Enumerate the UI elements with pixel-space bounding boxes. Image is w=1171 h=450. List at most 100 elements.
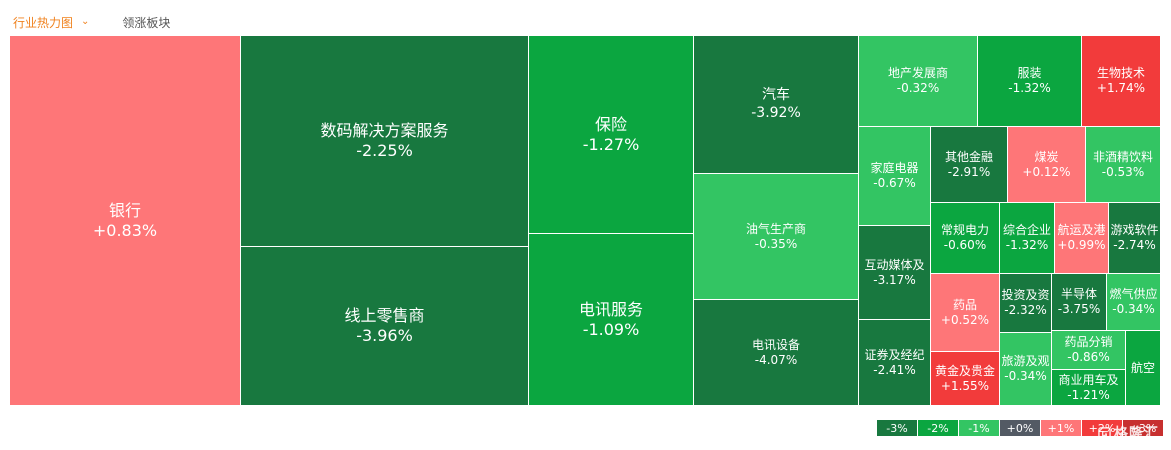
sector-name: 生物技术 <box>1096 66 1145 80</box>
sector-tile[interactable]: 航运及港 +0.99% <box>1055 203 1108 273</box>
legend-item: -3% <box>877 420 917 436</box>
sector-tile[interactable]: 银行 +0.83% <box>10 36 240 405</box>
sector-tile[interactable]: 综合企业 -1.32% <box>1000 203 1054 273</box>
sector-name: 非酒精饮料 <box>1092 149 1153 164</box>
sector-change: -2.25% <box>356 141 413 160</box>
legend-item: +3% <box>1123 420 1163 436</box>
sector-tile[interactable]: 药品 +0.52% <box>931 274 999 351</box>
sector-change: +1.55% <box>940 378 990 393</box>
sector-name: 黄金及贵金 <box>934 363 995 378</box>
sector-tile[interactable]: 数码解决方案服务 -2.25% <box>241 36 528 246</box>
sector-tile[interactable]: 商业用车及 -1.21% <box>1052 370 1125 405</box>
sector-tile[interactable]: 生物技术 +1.74% <box>1082 36 1160 126</box>
sector-tile[interactable]: 药品分销 -0.86% <box>1052 331 1125 369</box>
sector-name: 药品分销 <box>1064 335 1113 349</box>
sector-change: -2.91% <box>947 164 991 179</box>
sector-name: 线上零售商 <box>344 306 425 325</box>
sector-name: 保险 <box>594 114 627 134</box>
sector-name: 药品 <box>952 297 977 312</box>
sector-change: -1.09% <box>582 319 640 339</box>
sector-tile[interactable]: 游戏软件 -2.74% <box>1109 203 1160 273</box>
legend-item: +0% <box>1000 420 1040 436</box>
sector-tile[interactable]: 电讯服务 -1.09% <box>529 234 693 405</box>
sector-tile[interactable]: 家庭电器 -0.67% <box>859 127 930 225</box>
sector-change: -3.96% <box>356 326 413 345</box>
sector-name: 综合企业 <box>1002 223 1051 237</box>
sector-name: 汽车 <box>762 87 790 103</box>
sector-name: 油气生产商 <box>745 221 806 236</box>
sector-change: -2.41% <box>873 362 916 377</box>
sector-change: -0.35% <box>754 236 798 251</box>
sector-change: +0.83% <box>92 220 158 240</box>
sector-name: 家庭电器 <box>870 161 919 175</box>
sector-tile[interactable]: 油气生产商 -0.35% <box>694 174 858 299</box>
sector-change: -1.27% <box>582 134 640 154</box>
legend-item: -1% <box>959 420 999 436</box>
sector-name: 服装 <box>1017 66 1042 80</box>
sector-change: +0.99% <box>1057 238 1106 252</box>
sector-name: 航空 <box>1130 360 1155 375</box>
tab-industry-heatmap-label: 行业热力图 <box>13 15 74 30</box>
sector-change: -3.17% <box>873 272 916 287</box>
sector-change: -2.74% <box>1113 238 1156 252</box>
sector-name: 其他金融 <box>944 149 993 164</box>
sector-change: -3.75% <box>1057 302 1101 316</box>
view-tabs: 行业热力图 ⌄ 领涨板块 <box>13 13 170 31</box>
sector-name: 商业用车及 <box>1058 372 1119 387</box>
tab-leading-sectors[interactable]: 领涨板块 <box>122 14 170 31</box>
sector-change: +1.74% <box>1096 81 1146 95</box>
sector-name: 电讯设备 <box>751 337 800 352</box>
sector-change: -1.21% <box>1067 387 1110 402</box>
sector-name: 电讯服务 <box>578 299 643 319</box>
legend-item: -2% <box>918 420 958 436</box>
sector-change: -1.32% <box>1008 81 1051 95</box>
sector-change: -0.60% <box>943 238 987 252</box>
sector-change: -0.32% <box>896 81 940 95</box>
sector-name: 证券及经纪 <box>864 347 925 362</box>
sector-name: 旅游及观 <box>1001 354 1050 368</box>
sector-tile[interactable]: 其他金融 -2.91% <box>931 127 1007 202</box>
chevron-down-icon[interactable]: ⌄ <box>81 15 90 27</box>
sector-tile[interactable]: 旅游及观 -0.34% <box>1000 333 1051 405</box>
sector-name: 煤炭 <box>1034 149 1059 164</box>
sector-tile[interactable]: 投资及资 -2.32% <box>1000 274 1051 332</box>
sector-tile[interactable]: 互动媒体及 -3.17% <box>859 226 930 319</box>
sector-name: 航运及港 <box>1057 223 1106 237</box>
gelonghui-logo-icon <box>1098 426 1111 440</box>
sector-name: 燃气供应 <box>1109 287 1158 301</box>
sector-change: -3.92% <box>751 104 801 121</box>
sector-name: 数码解决方案服务 <box>320 121 449 140</box>
sector-tile[interactable]: 黄金及贵金 +1.55% <box>931 352 999 405</box>
sector-tile[interactable]: 汽车 -3.92% <box>694 36 858 173</box>
sector-tile[interactable]: 证券及经纪 -2.41% <box>859 320 930 405</box>
sector-tile[interactable]: 航空 <box>1126 331 1160 405</box>
color-legend: -3% -2% -1% +0% +1% +2% +3% <box>877 420 1164 436</box>
sector-tile[interactable]: 线上零售商 -3.96% <box>241 247 528 405</box>
sector-tile[interactable]: 煤炭 +0.12% <box>1008 127 1085 202</box>
sector-name: 银行 <box>108 200 141 220</box>
watermark-text: 格隆汇 <box>1114 426 1159 442</box>
sector-tile[interactable]: 电讯设备 -4.07% <box>694 300 858 405</box>
tab-leading-sectors-label: 领涨板块 <box>122 15 171 30</box>
sector-tile[interactable]: 保险 -1.27% <box>529 36 693 233</box>
sector-change: -0.34% <box>1004 369 1047 383</box>
sector-tile[interactable]: 常规电力 -0.60% <box>931 203 999 273</box>
sector-name: 投资及资 <box>1001 288 1050 302</box>
legend-item: +1% <box>1041 420 1081 436</box>
sector-change: -0.86% <box>1067 350 1110 364</box>
sector-name: 互动媒体及 <box>864 257 925 272</box>
sector-change: -4.07% <box>754 352 798 367</box>
sector-change: -0.53% <box>1101 164 1145 179</box>
sector-tile[interactable]: 非酒精饮料 -0.53% <box>1086 127 1160 202</box>
sector-tile[interactable]: 半导体 -3.75% <box>1052 274 1106 330</box>
watermark: 格隆汇 <box>1098 423 1159 443</box>
sector-tile[interactable]: 地产发展商 -0.32% <box>859 36 977 126</box>
sector-name: 游戏软件 <box>1110 223 1159 237</box>
sector-tile[interactable]: 燃气供应 -0.34% <box>1107 274 1160 330</box>
sector-tile[interactable]: 服装 -1.32% <box>978 36 1081 126</box>
tab-industry-heatmap[interactable]: 行业热力图 ⌄ <box>13 14 89 31</box>
sector-name: 半导体 <box>1060 287 1097 301</box>
sector-change: +0.52% <box>940 312 990 327</box>
sector-name: 常规电力 <box>940 223 989 237</box>
